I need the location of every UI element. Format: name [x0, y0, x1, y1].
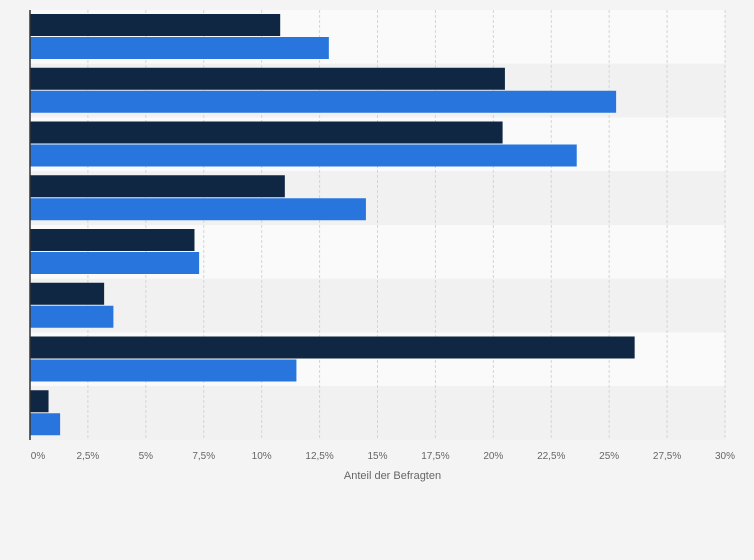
bar-blue	[30, 90, 617, 113]
bar-blue	[30, 144, 577, 167]
bars	[30, 14, 635, 436]
x-tick-label: 20%	[483, 451, 503, 462]
bar-blue	[30, 198, 366, 221]
x-axis-title: Anteil der Befragten	[344, 470, 441, 482]
x-tick-label: 0%	[31, 451, 46, 462]
x-tick-labels: 0% 2,5% 5% 7,5% 10% 12,5% 15% 17,5% 20% 22,5% 25% 2…	[31, 451, 735, 462]
x-tick-label: 7,5%	[192, 451, 215, 462]
bar-dark	[30, 175, 285, 198]
bar-dark	[30, 390, 49, 413]
bar-dark	[30, 121, 503, 144]
bar-dark	[30, 229, 195, 251]
x-tick-label: 2,5%	[77, 451, 100, 462]
x-tick-label: 12,5%	[305, 451, 333, 462]
x-tick-label: 27,5%	[653, 451, 681, 462]
x-tick-label: 15%	[367, 451, 387, 462]
x-tick-label: 22,5%	[537, 451, 565, 462]
bar-blue	[30, 305, 114, 328]
x-tick-label: 25%	[599, 451, 619, 462]
x-tick-label: 30%	[715, 451, 735, 462]
bar-dark	[30, 282, 105, 305]
bar-blue	[30, 413, 61, 436]
x-tick-label: 5%	[139, 451, 154, 462]
x-tick-label: 17,5%	[421, 451, 449, 462]
bar-blue	[30, 252, 200, 274]
bar-dark	[30, 67, 505, 90]
bar-blue	[30, 37, 329, 59]
bar-dark	[30, 336, 635, 359]
bar-blue	[30, 359, 297, 382]
x-tick-label: 10%	[252, 451, 272, 462]
bar-dark	[30, 14, 281, 36]
